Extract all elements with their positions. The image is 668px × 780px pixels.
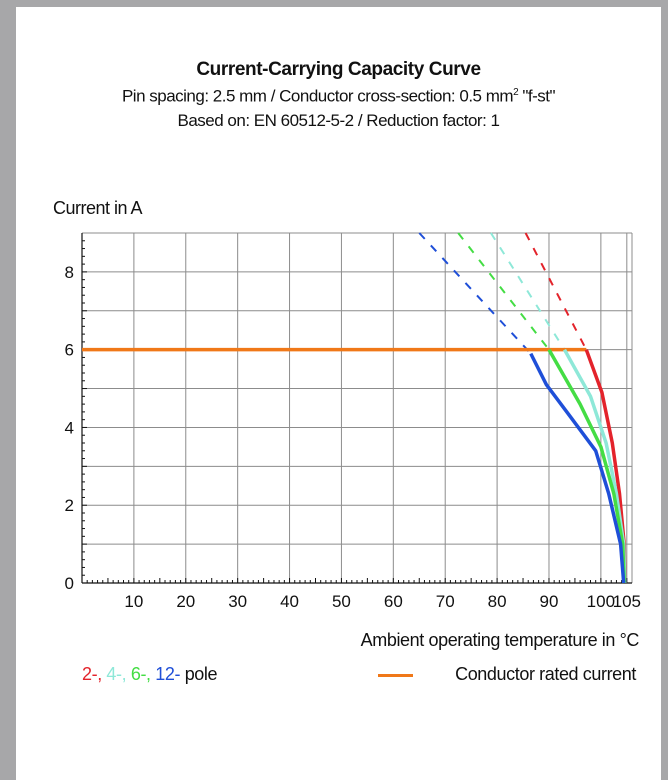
legend-rated-current: Conductor rated current <box>455 664 636 684</box>
chart-title: Current-Carrying Capacity Curve <box>196 59 481 80</box>
series-6-pole-curve <box>547 348 626 584</box>
y-tick-label: 2 <box>65 496 74 515</box>
chart-subtitle-line-2: Based on: EN 60512-5-2 / Reduction facto… <box>177 110 500 130</box>
x-tick-label: 100 <box>587 592 615 611</box>
y-axis-label: Current in A <box>53 198 143 218</box>
y-tick-label: 0 <box>65 574 74 593</box>
series-6-pole-dashed <box>457 232 550 351</box>
x-tick-label: 50 <box>332 592 351 611</box>
subtitle-superscript: 2 <box>513 87 519 98</box>
x-tick-label: 60 <box>384 592 403 611</box>
x-tick-label: 105 <box>613 592 641 611</box>
legend-pole-12: 12- <box>155 664 185 684</box>
x-tick-label: 80 <box>488 592 507 611</box>
x-tick-label: 20 <box>176 592 195 611</box>
legend-pole-6: 6-, <box>130 664 156 684</box>
subtitle-spacing-text: Pin spacing: 2.5 mm / Conductor cross-se… <box>121 86 514 106</box>
x-tick-label: 90 <box>540 592 559 611</box>
x-tick-label: 40 <box>280 592 299 611</box>
y-tick-label: 6 <box>65 341 74 360</box>
series-12-pole-dashed <box>418 232 532 355</box>
x-tick-label: 30 <box>228 592 247 611</box>
series-4-pole-dashed <box>490 232 566 351</box>
legend-pole-suffix: pole <box>184 664 218 684</box>
legend-pole-2: 2-, <box>82 664 107 684</box>
legend-rated-swatch <box>378 674 413 677</box>
x-tick-label: 10 <box>124 592 143 611</box>
chart-header: Current-Carrying Capacity Curve Pin spac… <box>16 58 661 133</box>
x-axis-label: Ambient operating temperature in °C <box>360 630 640 650</box>
series-2-pole-dashed <box>524 232 588 351</box>
x-tick-label: 70 <box>436 592 455 611</box>
chart-subtitle-line-1: Pin spacing: 2.5 mm / Conductor cross-se… <box>16 81 661 109</box>
legend-pole-4: 4-, <box>106 664 131 684</box>
y-tick-label: 4 <box>65 418 74 437</box>
legend-poles: 2-, 4-, 6-, 12- pole <box>82 664 218 685</box>
subtitle-variant-text: "f-st" <box>518 86 556 106</box>
series-12-pole-curve <box>529 352 626 584</box>
y-tick-label: 8 <box>65 263 74 282</box>
